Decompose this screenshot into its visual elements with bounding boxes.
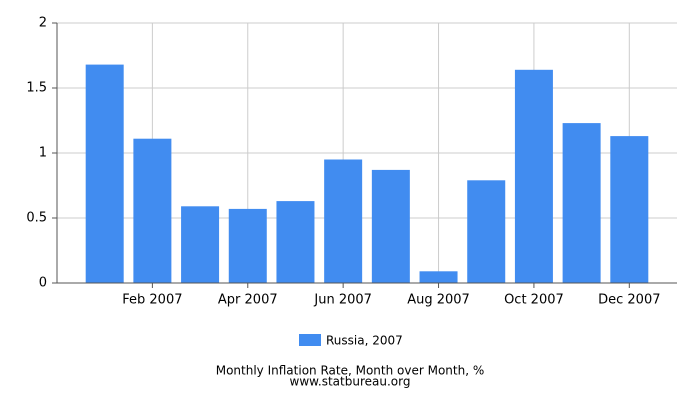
legend-swatch — [299, 334, 321, 346]
bar — [133, 138, 172, 283]
x-tick-label: Oct 2007 — [504, 293, 564, 308]
bar — [371, 169, 410, 283]
chart-source: www.statbureau.org — [290, 375, 411, 389]
bar — [610, 136, 649, 283]
x-tick-label: Feb 2007 — [122, 293, 182, 308]
x-tick-label: Dec 2007 — [598, 293, 660, 308]
bar — [419, 271, 458, 283]
chart-title: Monthly Inflation Rate, Month over Month… — [216, 364, 485, 378]
bar — [276, 201, 315, 283]
bar — [85, 64, 124, 283]
bar — [467, 180, 506, 283]
bar — [181, 206, 220, 283]
x-tick-label: Jun 2007 — [313, 293, 372, 308]
bar — [514, 69, 553, 283]
x-tick-label: Apr 2007 — [218, 293, 278, 308]
bar — [562, 123, 601, 283]
bar — [324, 159, 363, 283]
bar — [228, 208, 267, 283]
legend-label: Russia, 2007 — [326, 334, 403, 348]
y-tick-label: 1.5 — [26, 81, 47, 96]
y-tick-label: 1 — [39, 146, 47, 161]
x-tick-label: Aug 2007 — [407, 293, 470, 308]
y-tick-label: 0 — [39, 276, 47, 291]
y-tick-label: 2 — [39, 16, 47, 31]
y-tick-label: 0.5 — [26, 211, 47, 226]
